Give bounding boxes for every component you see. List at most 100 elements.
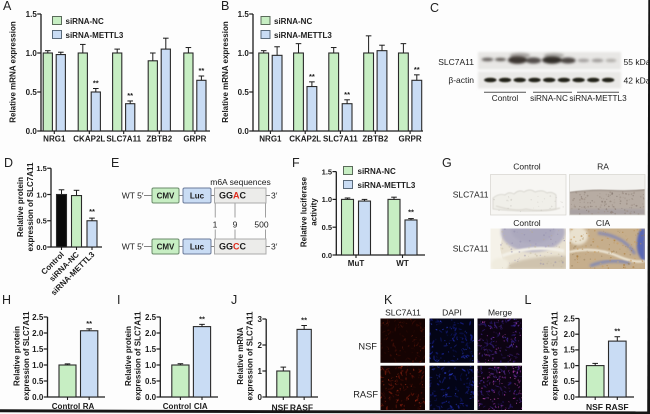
svg-text:GGCC: GGCC (219, 242, 247, 252)
svg-text:0.0: 0.0 (322, 251, 332, 260)
svg-text:0.5: 0.5 (564, 377, 576, 386)
svg-text:**: ** (86, 319, 92, 328)
svg-text:RA: RA (597, 162, 609, 172)
svg-text:SLC7A11: SLC7A11 (323, 135, 358, 144)
svg-text:**: ** (614, 327, 620, 336)
svg-text:0.5: 0.5 (26, 88, 38, 97)
svg-text:NRG1: NRG1 (43, 135, 66, 144)
svg-text:2.5: 2.5 (32, 313, 44, 322)
svg-text:SLC7A11: SLC7A11 (453, 190, 489, 200)
svg-text:0.5: 0.5 (36, 217, 46, 226)
svg-text:NSF: NSF (586, 402, 603, 412)
svg-text:Relative mRNA expression: Relative mRNA expression (221, 21, 230, 123)
svg-text:0.5: 0.5 (238, 88, 250, 97)
svg-text:**: ** (89, 207, 95, 216)
svg-text:**: ** (309, 72, 315, 81)
svg-text:expression of SLC7A11: expression of SLC7A11 (22, 311, 31, 400)
svg-text:CMV: CMV (157, 243, 175, 252)
svg-text:CIA: CIA (596, 218, 611, 228)
svg-text:1.5: 1.5 (238, 10, 250, 19)
svg-text:Relative luciferase: Relative luciferase (300, 176, 309, 247)
svg-text:1.5: 1.5 (32, 345, 44, 354)
svg-text:42 kDa: 42 kDa (624, 76, 650, 86)
svg-text:500: 500 (254, 220, 268, 230)
svg-text:GGAC: GGAC (219, 191, 247, 201)
svg-text:0.0: 0.0 (32, 393, 44, 402)
svg-text:**: ** (198, 66, 204, 75)
svg-text:CKAP2L: CKAP2L (73, 135, 105, 144)
svg-text:**: ** (127, 91, 133, 100)
svg-text:Control: Control (513, 162, 541, 172)
svg-text:Relative protein: Relative protein (13, 326, 22, 386)
svg-text:expression of SLC7A11: expression of SLC7A11 (551, 311, 560, 400)
svg-text:Relative protein: Relative protein (16, 177, 25, 237)
svg-text:1.0: 1.0 (322, 195, 332, 204)
svg-text:C: C (430, 1, 439, 15)
svg-text:**: ** (408, 208, 414, 217)
svg-text:CIA: CIA (194, 402, 208, 411)
svg-text:F: F (292, 156, 300, 170)
svg-text:RASF: RASF (290, 403, 313, 413)
svg-text:siRNA-NC: siRNA-NC (66, 17, 104, 26)
svg-text:9: 9 (233, 220, 238, 230)
svg-text:RA: RA (83, 402, 95, 411)
svg-text:siRNA-METTL3: siRNA-METTL3 (358, 181, 416, 190)
svg-text:expression of SLC7A11: expression of SLC7A11 (134, 311, 143, 400)
svg-text:2.5: 2.5 (145, 313, 157, 322)
svg-text:RASF: RASF (605, 402, 628, 412)
svg-text:SLC7A11: SLC7A11 (453, 244, 489, 254)
svg-text:CMV: CMV (157, 192, 175, 201)
svg-text:**: ** (344, 90, 350, 99)
svg-text:NRG1: NRG1 (259, 135, 282, 144)
svg-text:WT 5′: WT 5′ (122, 242, 144, 252)
svg-text:A: A (3, 0, 12, 13)
svg-text:Luc: Luc (190, 192, 205, 201)
svg-text:1.0: 1.0 (145, 361, 157, 370)
svg-text:3′: 3′ (271, 242, 278, 252)
svg-text:0.0: 0.0 (26, 127, 38, 136)
svg-text:1.0: 1.0 (564, 361, 576, 370)
svg-text:1.5: 1.5 (26, 10, 38, 19)
svg-text:CKAP2L: CKAP2L (289, 135, 321, 144)
svg-text:3′: 3′ (271, 191, 278, 201)
svg-text:K: K (384, 293, 393, 307)
svg-text:Control: Control (492, 94, 519, 103)
svg-text:**: ** (199, 314, 205, 323)
svg-text:GRPR: GRPR (399, 135, 422, 144)
svg-text:SLC7A11: SLC7A11 (106, 135, 141, 144)
svg-text:H: H (2, 293, 11, 307)
svg-text:1.5: 1.5 (322, 167, 332, 176)
svg-text:I: I (117, 293, 120, 307)
svg-text:NSF: NSF (272, 403, 289, 413)
svg-text:0.0: 0.0 (564, 393, 576, 402)
svg-text:GRPR: GRPR (183, 135, 206, 144)
svg-text:siRNA-NC: siRNA-NC (530, 94, 568, 103)
svg-text:Relative mRNA: Relative mRNA (236, 327, 245, 385)
svg-text:Relative protein: Relative protein (124, 326, 133, 386)
svg-text:J: J (231, 293, 237, 307)
svg-text:siRNA-METTL3: siRNA-METTL3 (274, 31, 332, 40)
svg-text:1.0: 1.0 (36, 190, 46, 199)
svg-text:0.0: 0.0 (36, 243, 46, 252)
svg-text:NSF: NSF (358, 342, 377, 352)
svg-text:Relative mRNA expression: Relative mRNA expression (9, 21, 18, 123)
svg-text:SLC7A11: SLC7A11 (385, 308, 421, 318)
svg-text:1.5: 1.5 (145, 345, 157, 354)
svg-text:ZBTB2: ZBTB2 (362, 135, 388, 144)
svg-text:Luc: Luc (190, 243, 205, 252)
svg-text:1.0: 1.0 (26, 49, 38, 58)
svg-text:1.5: 1.5 (36, 164, 46, 173)
svg-text:0.5: 0.5 (322, 223, 332, 232)
svg-text:m6A sequences: m6A sequences (210, 177, 270, 187)
svg-text:Control: Control (163, 402, 191, 411)
svg-text:expression of SLC7A11: expression of SLC7A11 (26, 162, 35, 251)
svg-text:siRNA-METTL3: siRNA-METTL3 (569, 94, 627, 103)
svg-text:2.0: 2.0 (564, 330, 576, 339)
svg-text:Merge: Merge (488, 308, 512, 318)
svg-text:0.5: 0.5 (145, 377, 157, 386)
svg-text:3: 3 (258, 315, 263, 324)
svg-text:2.5: 2.5 (564, 314, 576, 323)
svg-text:B: B (221, 0, 229, 13)
svg-text:0.0: 0.0 (145, 393, 157, 402)
svg-text:WT: WT (396, 259, 409, 268)
